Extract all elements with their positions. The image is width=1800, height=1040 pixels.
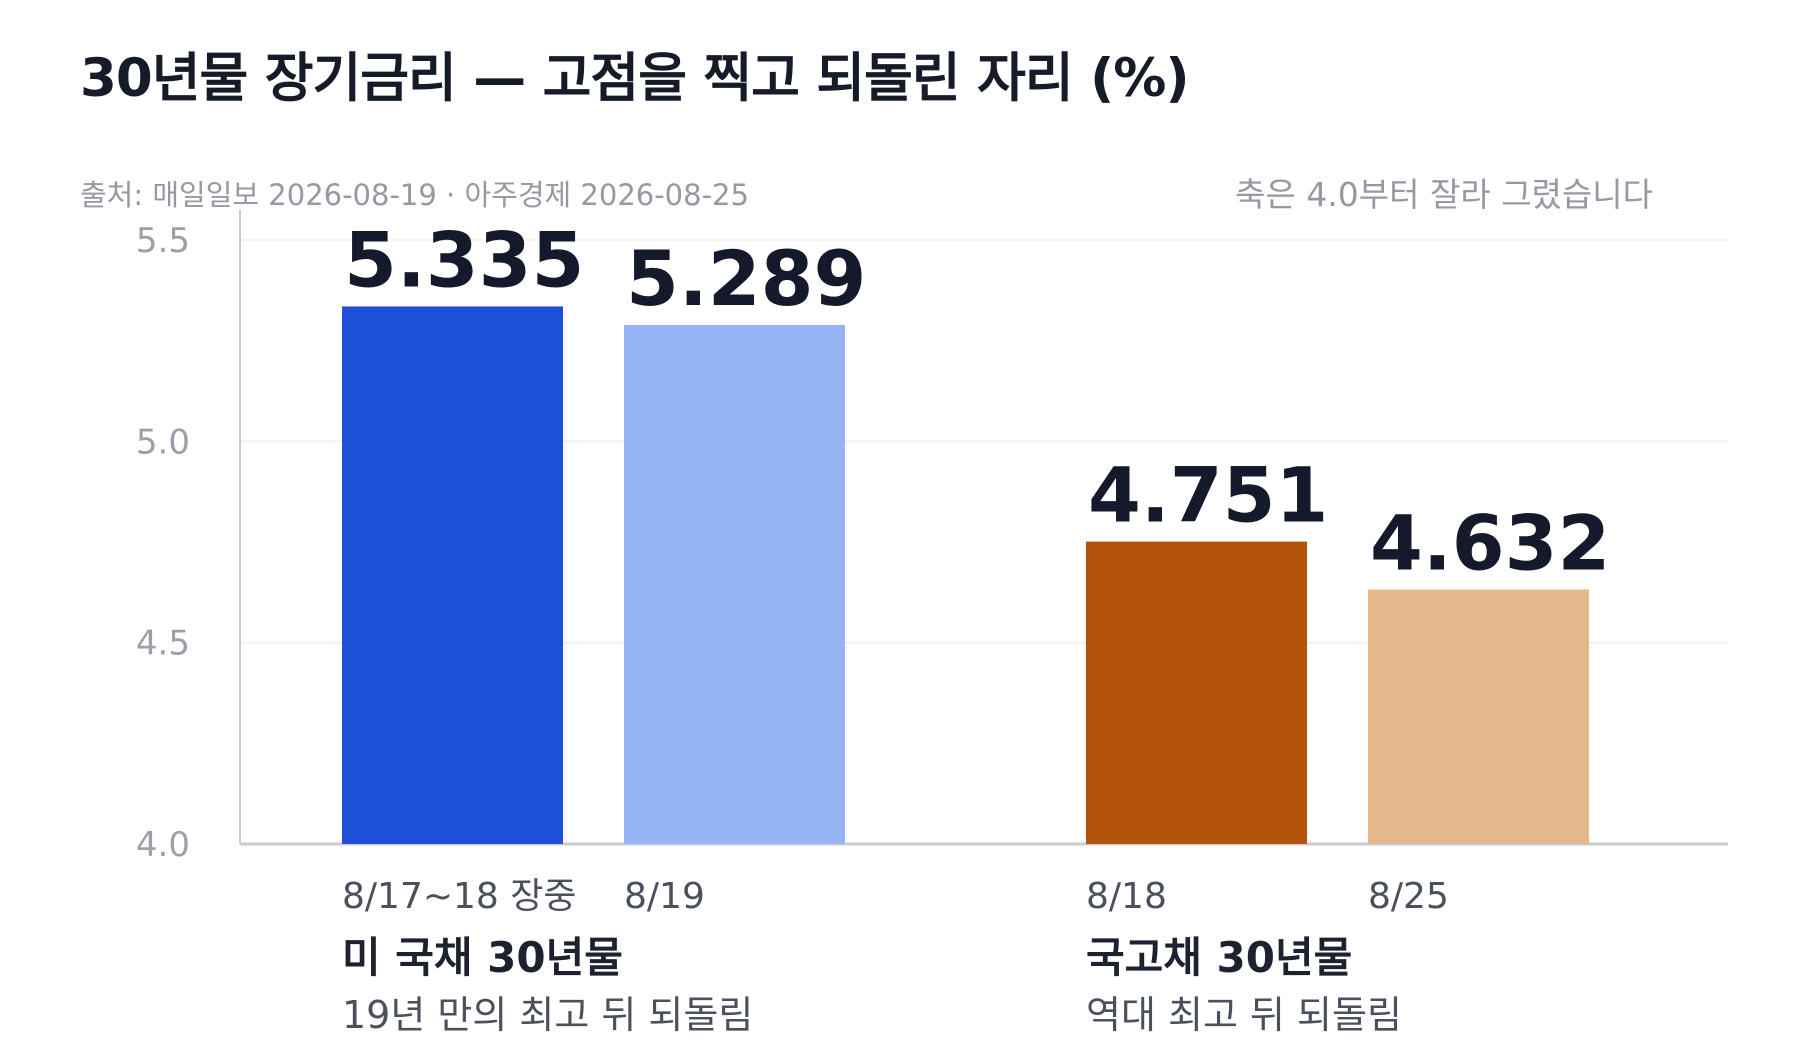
bar <box>1086 541 1307 844</box>
data-label: 5.335 <box>344 215 584 304</box>
bar <box>624 324 845 845</box>
y-tick-label: 5.5 <box>136 221 190 261</box>
data-label: 5.289 <box>626 234 866 323</box>
source-note: 출처: 매일일보 2026-08-19 · 아주경제 2026-08-25 <box>80 178 749 212</box>
bar <box>342 306 563 844</box>
labels: 5.335 8/17~18 장중 5.289 8/19미 국채 30년물 19년 만의 … <box>342 215 1610 1037</box>
group-label: 국고채 30년물 <box>1086 933 1352 982</box>
y-tick-label: 4.0 <box>136 825 190 865</box>
bar <box>1368 589 1589 844</box>
bars <box>342 306 1589 845</box>
y-tick-label: 5.0 <box>136 422 190 462</box>
data-label: 4.632 <box>1370 499 1610 588</box>
data-label: 4.751 <box>1088 451 1328 540</box>
group-subtitle: 19년 만의 최고 뒤 되돌림 <box>342 993 753 1037</box>
category-label: 8/19 <box>624 876 705 917</box>
axis-note: 축은 4.0부터 잘라 그렸습니다 <box>1235 175 1653 214</box>
category-label: 8/17~18 장중 <box>342 876 577 917</box>
category-label: 8/25 <box>1368 876 1449 917</box>
y-tick-label: 4.5 <box>136 624 190 664</box>
group-label: 미 국채 30년물 <box>342 933 623 982</box>
chart-title: 30년물 장기금리 — 고점을 찍고 되돌린 자리 (%) <box>80 48 1190 109</box>
group-subtitle: 역대 최고 뒤 되돌림 <box>1086 993 1402 1037</box>
category-label: 8/18 <box>1086 876 1167 917</box>
